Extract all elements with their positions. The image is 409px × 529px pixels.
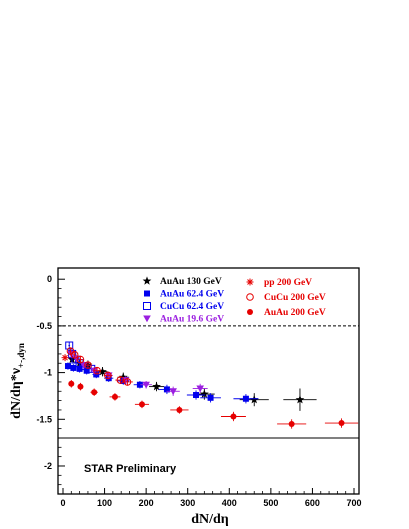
data-point [152,382,161,391]
data-point [83,367,90,374]
y-axis-title-sub: +-,dyn [16,343,26,368]
data-point [196,385,204,393]
reference-lines [58,325,359,439]
legend-label: CuCu 62.4 GeV [160,302,224,312]
legend-label: AuAu 19.6 GeV [160,315,224,325]
data-point [66,347,75,355]
legend-marker [143,302,151,310]
x-tick-label: 500 [263,498,278,508]
data-point [242,395,249,402]
legend-marker [143,315,151,323]
legend-marker [142,276,152,285]
x-tick-label: 200 [139,498,154,508]
data-point [70,364,77,371]
data-point [230,413,237,420]
x-tick-label: 700 [346,498,361,508]
data-point [163,386,170,393]
legend-marker [246,278,254,286]
data-point [76,365,83,372]
svg-text:dN/dη*ν+-,dyn: dN/dη*ν+-,dyn [9,343,26,419]
y-tick-label: -2 [44,461,52,471]
data-point [93,366,101,375]
data-point [338,420,345,427]
data-point [68,380,75,387]
series-auau-62-4-gev [64,362,259,404]
data-point [142,381,150,389]
data-series [61,341,359,429]
legend-label: CuCu 200 GeV [264,293,326,303]
data-point [176,406,183,413]
data-point [193,392,200,399]
x-axis-title: dN/dη [191,512,229,527]
data-point [104,371,112,380]
y-tick-label: -1 [44,368,52,378]
y-tick-label: 0 [47,274,52,284]
legend-marker [246,293,254,301]
data-point [84,361,92,369]
legend-label: AuAu 200 GeV [264,308,326,318]
data-point [288,420,295,427]
y-tick-label: -0.5 [36,321,52,331]
x-tick-label: 400 [222,498,237,508]
data-point [93,371,100,378]
x-tick-label: 300 [180,498,195,508]
x-tick-label: 600 [305,498,320,508]
data-point [76,355,85,364]
data-point [98,367,107,376]
series-cucu-200-gev [66,347,133,386]
data-point [77,383,84,390]
series-pp-200-gev [61,354,69,362]
star-preliminary-annotation: STAR Preliminary [84,463,177,475]
y-axis-title-main: dN/dη*ν [9,367,24,419]
y-axis-title: dN/dη*ν+-,dyn [9,343,26,419]
data-point [111,393,118,400]
data-point [70,351,79,359]
data-point [64,363,71,370]
legend-label: pp 200 GeV [264,278,312,288]
legend-label: AuAu 62.4 GeV [160,290,224,300]
x-tick-label: 0 [60,498,65,508]
legend-label: AuAu 130 GeV [160,277,222,287]
data-point [118,372,128,381]
data-point [249,395,259,404]
data-point [65,341,74,350]
plot-frame [57,267,360,495]
x-axis: 0 100 200 300 400 500 600 700 [60,488,362,508]
legend: AuAu 130 GeV AuAu 62.4 GeV CuCu 62.4 GeV Au… [142,276,326,325]
series-auau-200-gev [68,380,359,429]
data-point [61,354,69,362]
data-point [116,376,125,384]
data-point [138,401,145,408]
data-point [136,381,143,388]
legend-marker [247,309,253,315]
data-point [199,389,209,398]
legend-marker [144,290,150,297]
x-tick-label: 100 [97,498,112,508]
series-auau-130-gev [67,354,317,411]
data-point [123,378,132,386]
data-point [91,389,98,396]
y-tick-label: -1.5 [36,414,52,424]
y-axis: 0 -0.5 -1 -1.5 -2 [36,274,65,486]
data-point [169,388,177,396]
data-point [207,394,214,401]
data-point [295,395,305,404]
data-point [79,362,88,369]
